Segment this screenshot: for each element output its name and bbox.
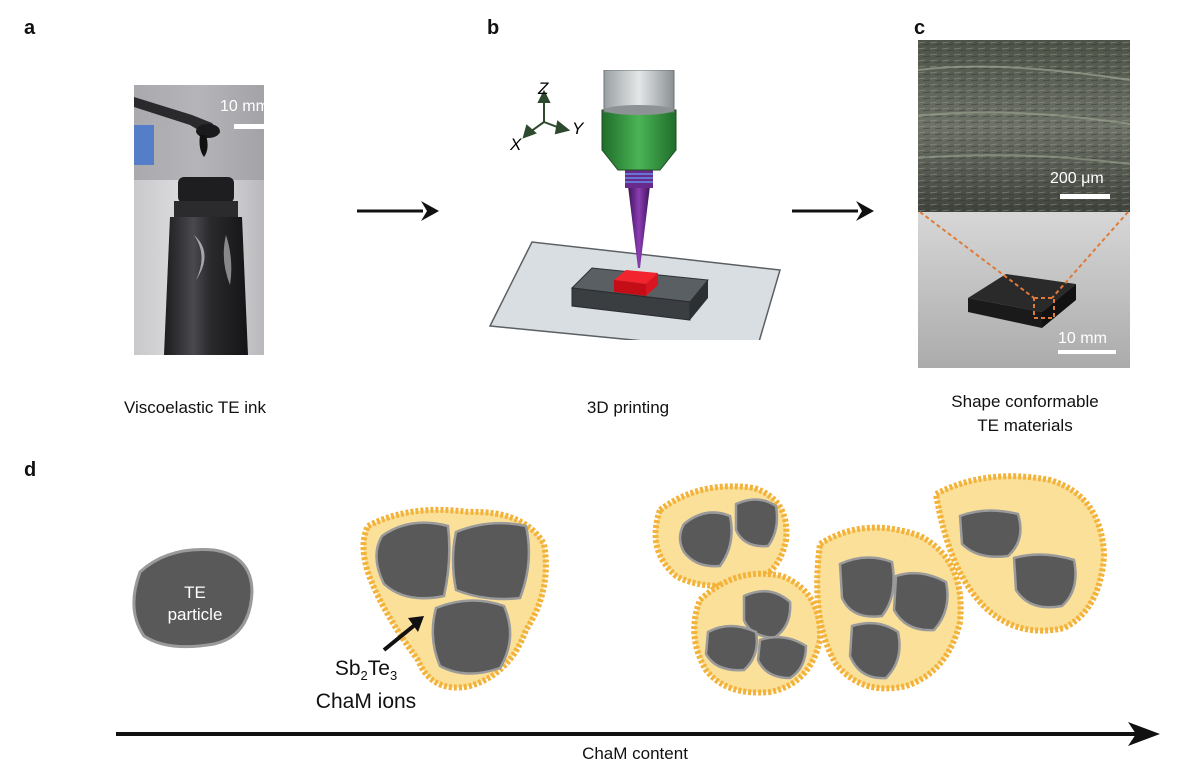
scalebar-label-c-bottom: 10 mm xyxy=(1058,330,1107,347)
ion-pointer-arrow xyxy=(382,616,424,652)
caption-b: 3D printing xyxy=(586,398,670,417)
xyz-axes xyxy=(522,89,571,139)
arrow-a-to-b xyxy=(357,201,439,221)
panel-letter-a: a xyxy=(24,17,36,39)
caption-c-line1: Shape conformable xyxy=(951,392,1099,411)
scalebar-label-a: 10 mm xyxy=(220,98,269,115)
cluster-2-particles xyxy=(678,498,1077,680)
te-particle-label: TE particle xyxy=(160,582,230,626)
te-particle-label-line1: TE xyxy=(184,583,206,602)
axis-label-x: X xyxy=(509,135,522,154)
nozzle xyxy=(628,186,650,268)
zoom-indicator xyxy=(919,211,1129,319)
cham-content-label: ChaM content xyxy=(582,744,688,763)
caption-c-line2: TE materials xyxy=(977,416,1073,435)
panel-letter-c: c xyxy=(914,17,926,39)
scalebar-label-c-top: 200 μm xyxy=(1050,170,1104,187)
te-particle xyxy=(132,548,254,649)
panel-letter-b: b xyxy=(487,17,500,39)
panel-letter-d: d xyxy=(24,459,37,481)
caption-c: Shape conformable TE materials xyxy=(920,390,1130,438)
particle-schematic xyxy=(116,473,1160,746)
printing-illustration: Z Y X xyxy=(488,70,781,340)
axis-label-z: Z xyxy=(537,79,549,98)
ion-label-line2: ChaM ions xyxy=(315,690,417,714)
ion-label-sub2: 3 xyxy=(389,668,398,684)
ink-vial-photo xyxy=(134,85,264,355)
coated-cluster-1 xyxy=(360,506,549,691)
caption-a: Viscoelastic TE ink xyxy=(123,398,267,417)
syringe-body xyxy=(601,109,677,171)
cham-ion-label: Sb2Te3 ChaM ions xyxy=(296,656,436,715)
ion-label-sb: Sb xyxy=(334,657,361,680)
axis-label-y: Y xyxy=(572,119,585,138)
arrow-b-to-c xyxy=(792,201,874,221)
te-particle-label-line2: particle xyxy=(167,605,223,624)
ion-label-sub1: 2 xyxy=(360,668,368,684)
conformable-material-photo xyxy=(918,40,1130,368)
ion-label-te: Te xyxy=(367,657,390,680)
